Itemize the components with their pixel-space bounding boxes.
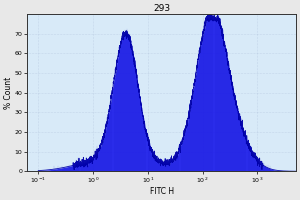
Y-axis label: % Count: % Count — [4, 76, 13, 109]
Title: 293: 293 — [153, 4, 170, 13]
X-axis label: FITC H: FITC H — [149, 187, 174, 196]
